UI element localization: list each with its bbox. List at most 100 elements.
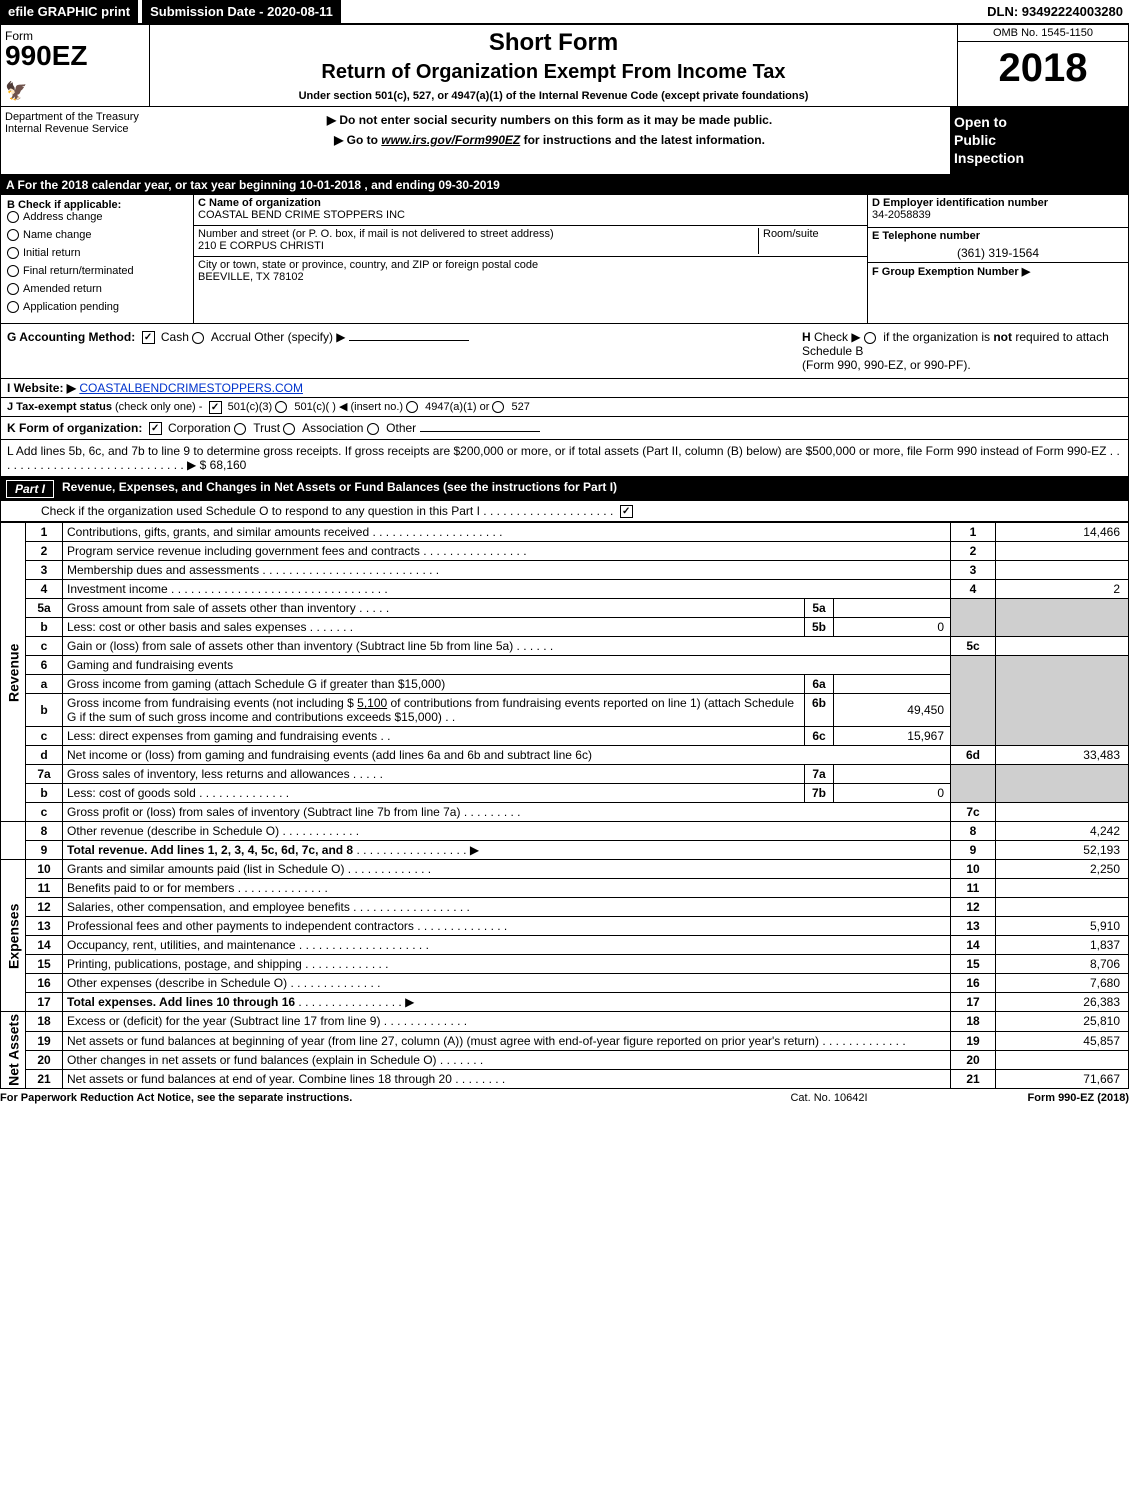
h-text4: (Form 990, 990-EZ, or 990-PF).: [802, 358, 971, 372]
l4-desc: Investment income . . . . . . . . . . . …: [63, 580, 951, 599]
l7b-num: b: [26, 784, 63, 803]
chk-527[interactable]: [492, 401, 504, 413]
l8-box: 8: [951, 822, 996, 841]
l10-desc: Grants and similar amounts paid (list in…: [63, 860, 951, 879]
chk-other-org[interactable]: [367, 423, 379, 435]
page-footer: For Paperwork Reduction Act Notice, see …: [0, 1089, 1129, 1107]
l11-desc: Benefits paid to or for members . . . . …: [63, 879, 951, 898]
l1-desc: Contributions, gifts, grants, and simila…: [63, 523, 951, 542]
l14-num: 14: [26, 936, 63, 955]
chk-initial[interactable]: Initial return: [7, 247, 187, 259]
l6d-amt: 33,483: [996, 746, 1129, 765]
section-c: C Name of organization COASTAL BEND CRIM…: [194, 195, 867, 324]
l20-box: 20: [951, 1050, 996, 1069]
l6d-num: d: [26, 746, 63, 765]
l3-amt: [996, 561, 1129, 580]
right-info: D Employer identification number 34-2058…: [867, 195, 1128, 324]
chk-address[interactable]: Address change: [7, 211, 187, 223]
dept-treasury: Department of the Treasury Internal Reve…: [1, 107, 149, 174]
l16-desc: Other expenses (describe in Schedule O) …: [63, 974, 951, 993]
l1-num: 1: [26, 523, 63, 542]
submission-date: Submission Date - 2020-08-11: [142, 0, 341, 23]
top-bar: efile GRAPHIC print Submission Date - 20…: [0, 0, 1129, 24]
net-side-label: Net Assets: [1, 1012, 26, 1089]
l19-amt: 45,857: [996, 1031, 1129, 1050]
inspection-box: Open to Public Inspection: [950, 107, 1128, 174]
chk-corp[interactable]: [149, 422, 162, 435]
l2-box: 2: [951, 542, 996, 561]
l5a-desc: Gross amount from sale of assets other t…: [63, 599, 951, 618]
chk-amended[interactable]: Amended return: [7, 283, 187, 295]
l21-num: 21: [26, 1069, 63, 1088]
part1-label: Part I: [6, 480, 54, 498]
h-checkbox[interactable]: [864, 332, 876, 344]
chk-trust[interactable]: [234, 423, 246, 435]
h-not: not: [993, 330, 1012, 344]
l20-amt: [996, 1050, 1129, 1069]
ein-label: D Employer identification number: [872, 197, 1124, 209]
l7c-amt: [996, 803, 1129, 822]
k-opt4: Other: [386, 421, 416, 435]
l13-box: 13: [951, 917, 996, 936]
l17-box: 17: [951, 993, 996, 1012]
tax-period-row: A For the 2018 calendar year, or tax yea…: [0, 175, 1129, 195]
goto-prefix: ▶ Go to: [334, 133, 381, 147]
l2-desc: Program service revenue including govern…: [63, 542, 951, 561]
l6-shade: [951, 656, 996, 746]
chk-pending[interactable]: Application pending: [7, 301, 187, 313]
l11-num: 11: [26, 879, 63, 898]
g-cash: Cash: [161, 330, 189, 344]
chk-final[interactable]: Final return/terminated: [7, 265, 187, 277]
efile-label: efile GRAPHIC print: [0, 0, 138, 23]
l3-desc: Membership dues and assessments . . . . …: [63, 561, 951, 580]
j-note: (check only one) -: [115, 401, 202, 413]
footer-left: For Paperwork Reduction Act Notice, see …: [0, 1092, 729, 1104]
l19-desc: Net assets or fund balances at beginning…: [63, 1031, 951, 1050]
chk-accrual[interactable]: [192, 332, 204, 344]
l1-box: 1: [951, 523, 996, 542]
l7-shade2: [996, 765, 1129, 803]
l5c-desc: Gain or (loss) from sale of assets other…: [63, 637, 951, 656]
l6c-num: c: [26, 727, 63, 746]
chk-name[interactable]: Name change: [7, 229, 187, 241]
form-id-block: Form 990EZ 🦅: [1, 25, 150, 106]
part1-check-row: Check if the organization used Schedule …: [0, 501, 1129, 522]
i-label: I Website: ▶: [7, 381, 76, 395]
l5b-num: b: [26, 618, 63, 637]
l6d-desc: Net income or (loss) from gaming and fun…: [63, 746, 951, 765]
room-label: Room/suite: [763, 228, 819, 240]
l7c-num: c: [26, 803, 63, 822]
l16-num: 16: [26, 974, 63, 993]
period-begin: 10-01-2018: [300, 178, 361, 192]
l11-amt: [996, 879, 1129, 898]
l17-amt: 26,383: [996, 993, 1129, 1012]
chk-501c[interactable]: [275, 401, 287, 413]
irs-link[interactable]: www.irs.gov/Form990EZ: [381, 133, 520, 147]
website-link[interactable]: COASTALBENDCRIMESTOPPERS.COM: [79, 381, 303, 395]
l6c-desc: Less: direct expenses from gaming and fu…: [63, 727, 951, 746]
l10-box: 10: [951, 860, 996, 879]
i-row: I Website: ▶ COASTALBENDCRIMESTOPPERS.CO…: [0, 379, 1129, 398]
public: Public: [954, 132, 996, 148]
l2-num: 2: [26, 542, 63, 561]
h-label: H: [802, 330, 811, 344]
expenses-side-label: Expenses: [1, 860, 26, 1012]
period-end: 09-30-2019: [438, 178, 499, 192]
l4-num: 4: [26, 580, 63, 599]
chk-cash[interactable]: [142, 331, 155, 344]
l9-box: 9: [951, 841, 996, 860]
inspection: Inspection: [954, 150, 1024, 166]
l7-shade: [951, 765, 996, 803]
l-text: L Add lines 5b, 6c, and 7b to line 9 to …: [7, 444, 1106, 458]
chk-4947[interactable]: [406, 401, 418, 413]
part1-checkbox[interactable]: [620, 505, 633, 518]
chk-501c3[interactable]: [209, 401, 222, 414]
chk-assoc[interactable]: [283, 423, 295, 435]
org-name-label: C Name of organization: [198, 197, 863, 209]
l7a-num: 7a: [26, 765, 63, 784]
l7c-box: 7c: [951, 803, 996, 822]
l6a-desc: Gross income from gaming (attach Schedul…: [63, 675, 951, 694]
dept-row: Department of the Treasury Internal Reve…: [0, 107, 1129, 175]
warnings-block: ▶ Do not enter social security numbers o…: [149, 107, 950, 174]
l16-amt: 7,680: [996, 974, 1129, 993]
